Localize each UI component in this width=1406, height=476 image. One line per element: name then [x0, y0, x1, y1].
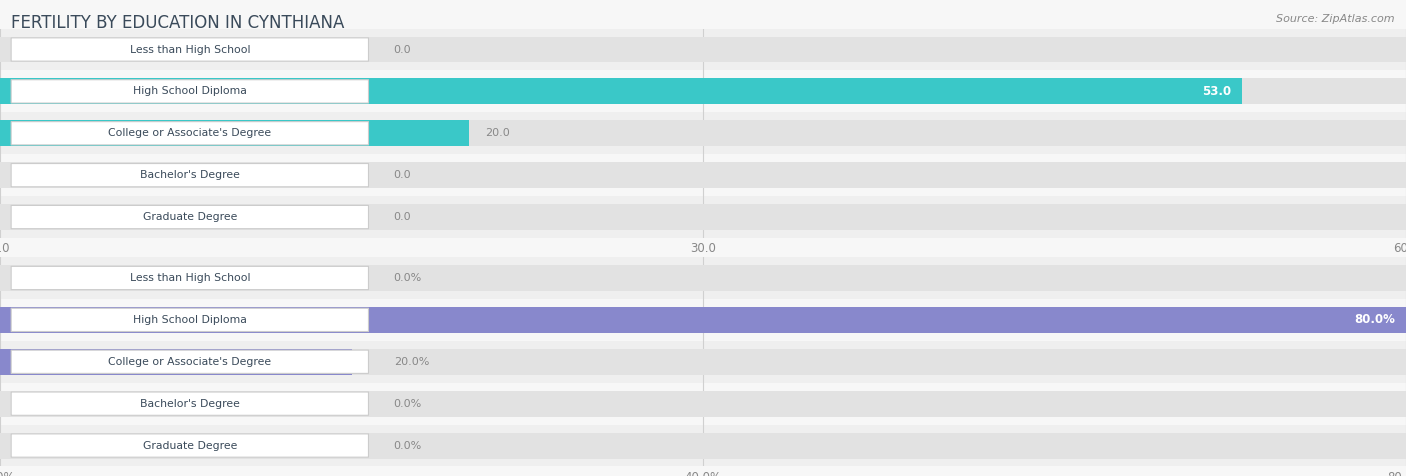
Bar — [0, 204, 1406, 230]
Bar — [0, 154, 1406, 196]
Bar — [0, 79, 1406, 104]
Text: 20.0: 20.0 — [485, 128, 510, 139]
Bar — [0, 349, 352, 375]
Bar — [0, 341, 1406, 383]
FancyBboxPatch shape — [11, 267, 368, 289]
Text: High School Diploma: High School Diploma — [134, 315, 246, 325]
Bar — [0, 391, 1406, 416]
FancyBboxPatch shape — [11, 80, 368, 103]
Bar — [0, 196, 1406, 238]
Bar — [0, 29, 1406, 70]
Text: Graduate Degree: Graduate Degree — [142, 212, 238, 222]
Text: 0.0: 0.0 — [394, 44, 412, 55]
FancyBboxPatch shape — [11, 392, 368, 415]
Text: 53.0: 53.0 — [1202, 85, 1230, 98]
Bar — [0, 112, 1406, 154]
Text: 20.0%: 20.0% — [394, 357, 429, 367]
Text: High School Diploma: High School Diploma — [134, 86, 246, 97]
FancyBboxPatch shape — [11, 38, 368, 61]
Text: College or Associate's Degree: College or Associate's Degree — [108, 357, 271, 367]
Bar — [0, 307, 1406, 333]
Text: Less than High School: Less than High School — [129, 273, 250, 283]
FancyBboxPatch shape — [11, 308, 368, 331]
Bar — [0, 307, 1406, 333]
Bar — [0, 383, 1406, 425]
Bar — [0, 433, 1406, 458]
Bar — [0, 79, 1241, 104]
Text: 0.0%: 0.0% — [394, 273, 422, 283]
Bar — [0, 162, 1406, 188]
Bar — [0, 37, 1406, 62]
Text: Graduate Degree: Graduate Degree — [142, 440, 238, 451]
Bar — [0, 265, 1406, 291]
Bar — [0, 257, 1406, 299]
FancyBboxPatch shape — [11, 164, 368, 187]
Text: College or Associate's Degree: College or Associate's Degree — [108, 128, 271, 139]
Bar — [0, 120, 468, 146]
Text: 0.0: 0.0 — [394, 212, 412, 222]
Bar — [0, 425, 1406, 466]
Bar — [0, 349, 1406, 375]
Bar — [0, 70, 1406, 112]
Text: FERTILITY BY EDUCATION IN CYNTHIANA: FERTILITY BY EDUCATION IN CYNTHIANA — [11, 14, 344, 32]
FancyBboxPatch shape — [11, 206, 368, 228]
Text: 0.0%: 0.0% — [394, 440, 422, 451]
Text: 80.0%: 80.0% — [1354, 313, 1395, 327]
FancyBboxPatch shape — [11, 434, 368, 457]
Text: Less than High School: Less than High School — [129, 44, 250, 55]
Bar — [0, 120, 1406, 146]
Text: Bachelor's Degree: Bachelor's Degree — [139, 398, 240, 409]
Text: Source: ZipAtlas.com: Source: ZipAtlas.com — [1277, 14, 1395, 24]
Bar — [0, 299, 1406, 341]
Text: Bachelor's Degree: Bachelor's Degree — [139, 170, 240, 180]
Text: 0.0%: 0.0% — [394, 398, 422, 409]
FancyBboxPatch shape — [11, 350, 368, 373]
Text: 0.0: 0.0 — [394, 170, 412, 180]
FancyBboxPatch shape — [11, 122, 368, 145]
